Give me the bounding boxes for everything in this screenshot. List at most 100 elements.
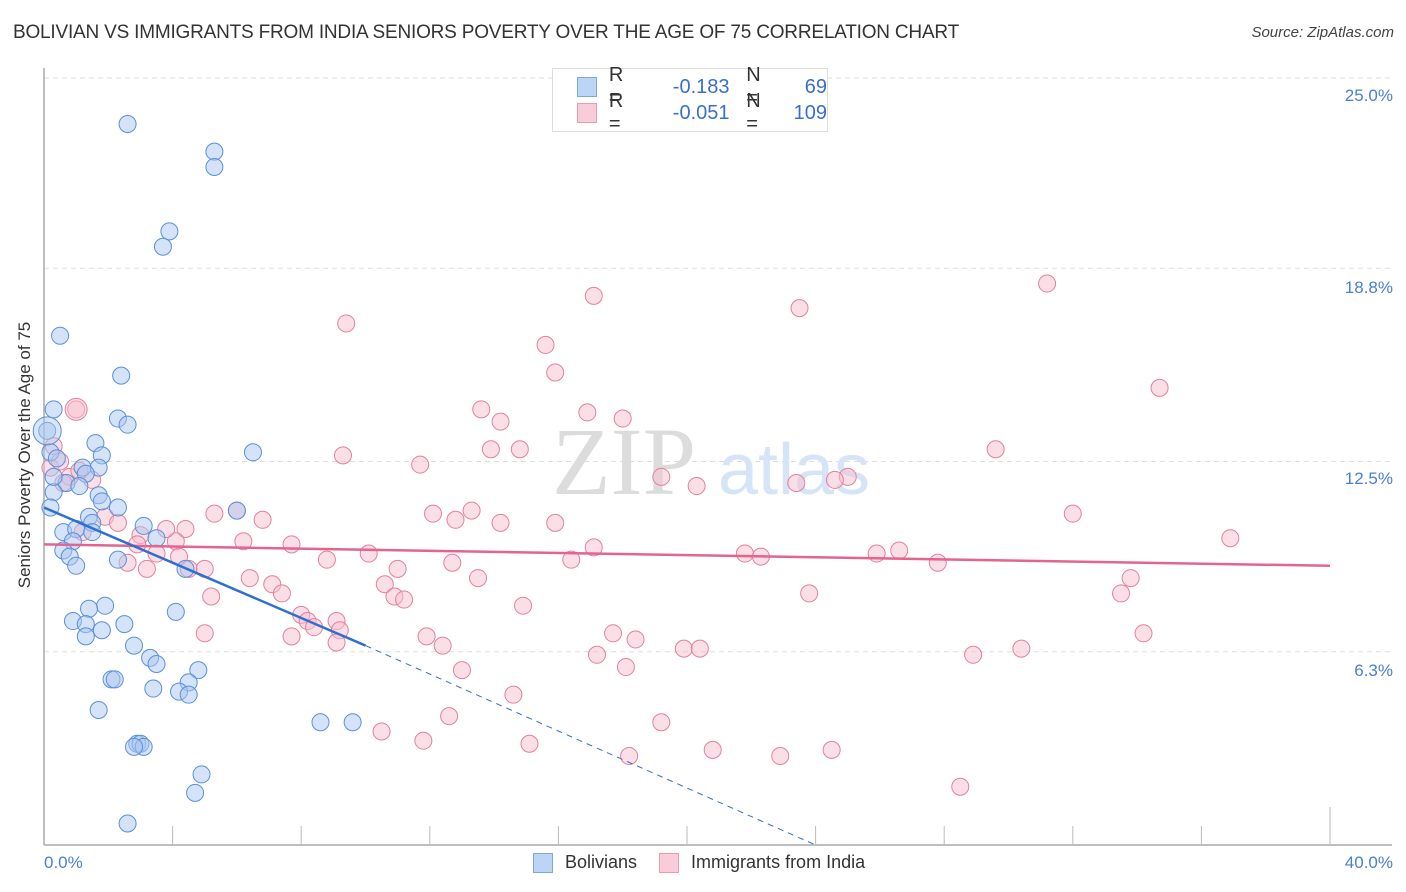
bolivian-point <box>311 713 330 732</box>
bolivian-point <box>76 627 95 646</box>
y-axis-label: Seniors Poverty Over the Age of 75 <box>15 321 34 589</box>
bolivian-point <box>47 449 66 468</box>
stats-legend: R = -0.183 N = 69 R = -0.051 N = 109 <box>552 64 828 135</box>
india-point <box>359 544 378 563</box>
india-point <box>771 747 790 766</box>
bolivian-point <box>108 498 127 517</box>
india-point <box>388 559 407 578</box>
india-point <box>472 400 491 419</box>
legend-item-bolivians[interactable]: Bolivians <box>533 852 637 873</box>
india-point <box>417 627 436 646</box>
bolivian-point <box>125 737 144 756</box>
india-point <box>202 587 221 606</box>
india-point <box>604 624 623 643</box>
india-point <box>951 777 970 796</box>
india-point <box>1012 639 1031 658</box>
india-point <box>520 734 539 753</box>
india-point <box>652 713 671 732</box>
trend-lines <box>43 506 1331 846</box>
bolivian-point <box>192 765 211 784</box>
india-point <box>790 299 809 318</box>
india-point <box>584 286 603 305</box>
y-tick-12-5: 12.5% <box>1344 469 1393 488</box>
bolivian-point <box>147 654 166 673</box>
y-tick-18-8: 18.8% <box>1344 278 1393 297</box>
india-point <box>433 636 452 655</box>
india-point <box>626 630 645 649</box>
legend-label: Bolivians <box>565 852 638 872</box>
bolivian-point <box>243 443 262 462</box>
india-point <box>282 627 301 646</box>
india-points <box>41 274 1240 796</box>
india-point <box>443 553 462 572</box>
r-label: R = <box>608 64 624 109</box>
india-point <box>1150 378 1169 397</box>
bolivian-point <box>92 621 111 640</box>
india-point <box>395 590 414 609</box>
series-legend: Bolivians Immigrants from India <box>533 852 887 873</box>
india-point <box>452 661 471 680</box>
india-point <box>578 403 597 422</box>
bolivian-point <box>205 157 224 176</box>
india-point <box>674 639 693 658</box>
source-credit: Source: ZipAtlas.com <box>1251 24 1394 41</box>
bolivian-trend-extension <box>365 645 816 846</box>
india-point <box>504 685 523 704</box>
stats-row-bolivians: R = -0.183 N = 69 <box>577 64 827 109</box>
india-point <box>282 535 301 554</box>
india-point <box>928 553 947 572</box>
bolivian-point <box>112 366 131 385</box>
india-point <box>690 639 709 658</box>
india-point <box>253 510 272 529</box>
bolivian-point <box>144 679 163 698</box>
india-point <box>1112 584 1131 603</box>
bolivian-point <box>227 501 246 520</box>
bolivian-point <box>153 237 172 256</box>
india-point <box>333 446 352 465</box>
india-point <box>234 532 253 551</box>
india-point <box>825 470 844 489</box>
india-point <box>1134 624 1153 643</box>
india-point <box>546 363 565 382</box>
bolivian-point <box>51 326 70 345</box>
india-swatch-icon <box>577 103 597 123</box>
india-point <box>652 467 671 486</box>
india-point <box>440 707 459 726</box>
india-point <box>1221 529 1240 548</box>
bolivian-point <box>92 492 111 511</box>
bolivian-point <box>343 713 362 732</box>
india-swatch-icon <box>659 852 680 873</box>
india-point <box>108 513 127 532</box>
bolivian-point <box>147 529 166 548</box>
india-point <box>446 510 465 529</box>
bolivian-point <box>160 222 179 241</box>
legend-item-india[interactable]: Immigrants from India <box>659 852 865 873</box>
india-point <box>616 658 635 677</box>
india-point <box>1038 274 1057 293</box>
india-point <box>562 550 581 569</box>
india-point <box>735 544 754 563</box>
india-point <box>620 747 639 766</box>
bolivian-point <box>105 670 124 689</box>
india-point <box>986 440 1005 459</box>
india-point <box>613 409 632 428</box>
bolivian-trend-line <box>43 506 366 647</box>
india-point <box>822 740 841 759</box>
india-point <box>137 559 156 578</box>
india-point <box>424 504 443 523</box>
bolivian-point <box>179 685 198 704</box>
india-point <box>800 584 819 603</box>
bolivian-point <box>44 467 63 486</box>
india-point <box>240 569 259 588</box>
india-point <box>510 440 529 459</box>
bolivian-point <box>118 415 137 434</box>
bolivian-point <box>189 661 208 680</box>
bolivian-point <box>134 516 153 535</box>
bolivian-point <box>67 556 86 575</box>
india-point <box>491 513 510 532</box>
bolivian-point <box>44 483 63 502</box>
chart-title: BOLIVIAN VS IMMIGRANTS FROM INDIA SENIOR… <box>13 22 960 43</box>
india-point <box>462 501 481 520</box>
bolivian-point <box>108 550 127 569</box>
india-point <box>687 477 706 496</box>
